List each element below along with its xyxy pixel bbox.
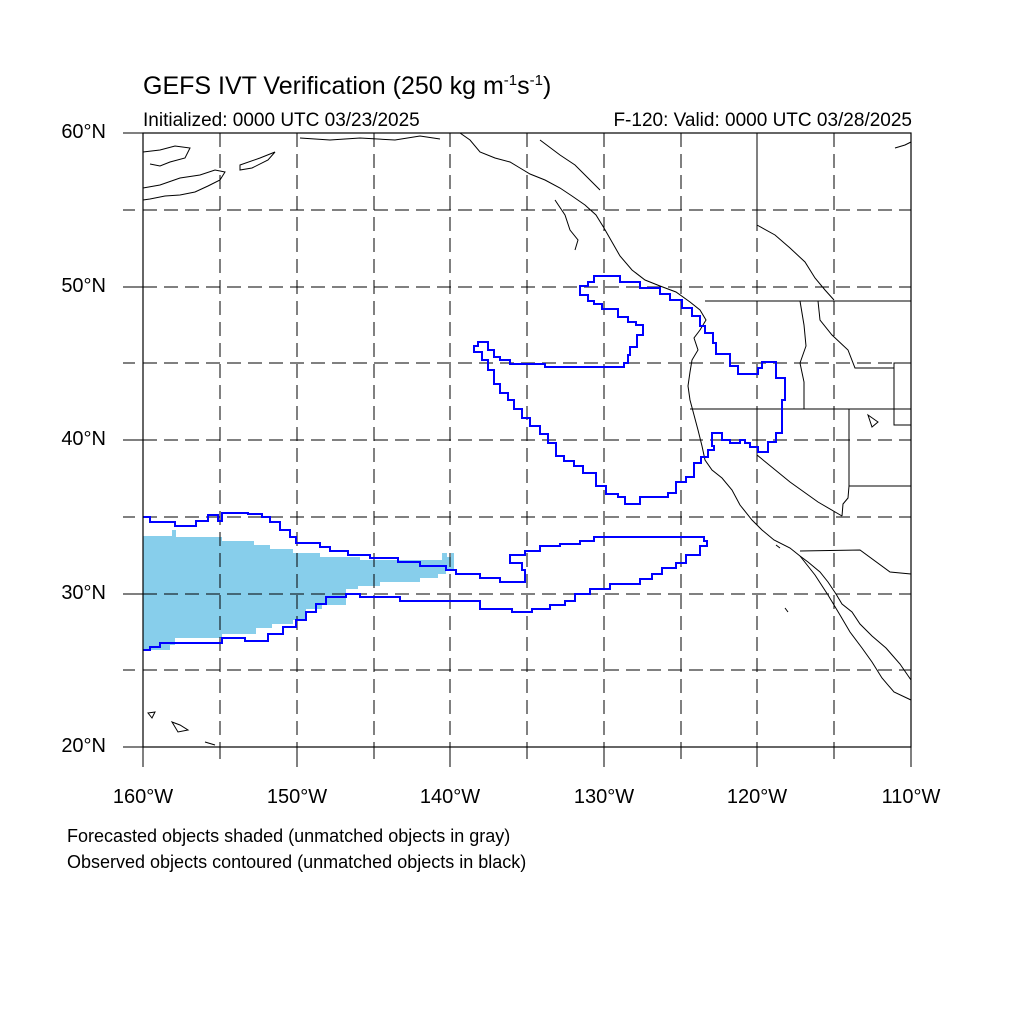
lat-label-20n: 20°N: [61, 735, 106, 757]
observed-contours: [143, 275, 786, 651]
forecast-object-shaded: [143, 530, 454, 650]
lon-label-130w: 130°W: [573, 786, 635, 808]
lon-label-110w: 110°W: [881, 786, 941, 808]
lat-label-50n: 50°N: [61, 275, 106, 297]
lon-label-150w: 150°W: [266, 786, 328, 808]
coastlines: [142, 132, 912, 746]
lat-label-60n: 60°N: [61, 121, 106, 143]
lon-label-160w: 160°W: [112, 786, 174, 808]
lon-label-120w: 120°W: [726, 786, 788, 808]
valid-time-label: F-120: Valid: 0000 UTC 03/28/2025: [613, 110, 912, 131]
grid-lines: [143, 133, 911, 747]
lon-label-140w: 140°W: [419, 786, 481, 808]
observed-object-pacific: [143, 512, 708, 651]
axis-ticks: [123, 132, 912, 767]
observed-object-northeast: [473, 275, 786, 505]
lat-label-40n: 40°N: [61, 428, 106, 450]
legend-observed-note: Observed objects contoured (unmatched ob…: [67, 852, 527, 872]
chart-title: GEFS IVT Verification (250 kg m-1s-1): [143, 72, 552, 100]
state-boundaries: [690, 133, 912, 575]
legend-forecast-note: Forecasted objects shaded (unmatched obj…: [67, 826, 511, 846]
init-time-label: Initialized: 0000 UTC 03/23/2025: [143, 110, 420, 131]
lat-label-30n: 30°N: [61, 582, 106, 604]
